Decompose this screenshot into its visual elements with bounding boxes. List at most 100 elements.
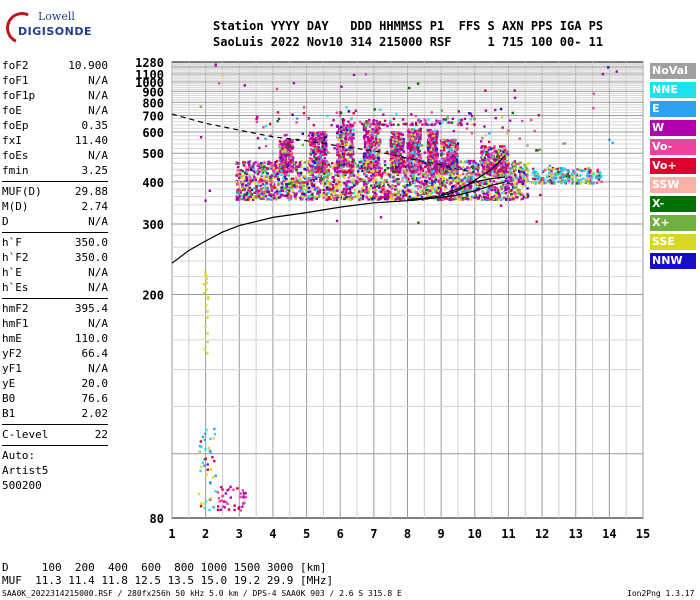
echo-point [376,167,380,170]
echo-point [340,150,344,153]
echo-point [397,157,401,160]
echo-point [347,169,351,173]
echo-point [419,136,422,139]
echo-point [377,158,381,162]
echo-point [241,185,244,188]
echo-point [331,162,334,165]
x-tick-label: 2 [202,527,209,541]
echo-point [289,157,293,160]
echo-point [315,136,318,140]
echo-point [372,165,376,169]
echo-point [280,173,283,176]
echo-point [434,179,438,183]
echo-point [412,131,415,135]
echo-point [356,195,360,198]
x-tick-label: 7 [370,527,377,541]
echo-point [513,166,516,170]
param-row: MUF(D) 29.88 [2,184,108,199]
echo-point [441,152,444,155]
echo-point [599,176,602,179]
echo-point [417,171,421,174]
echo-point [465,173,468,176]
echo-point [247,196,250,199]
echo-point [316,157,319,160]
echo-point [364,170,367,173]
echo-point [270,189,273,192]
echo-point [307,177,311,180]
echo-point [322,196,326,199]
echo-point [460,119,463,122]
echo-point [487,181,490,184]
echo-point [286,158,290,162]
echo-point [250,165,253,168]
echo-point [316,170,320,173]
echo-point [367,198,370,201]
echo-point [431,159,434,162]
echo-point [402,165,405,168]
echo-point [386,198,389,201]
echo-point [473,123,476,126]
echo-point [267,162,270,166]
echo-point [342,156,345,160]
echo-point [447,149,450,152]
echo-point [447,141,451,144]
param-value: N/A [88,362,108,375]
echo-point [407,196,410,199]
echo-point [406,129,410,133]
echo-point [485,148,489,151]
echo-point [376,139,380,142]
echo-point [500,173,504,176]
echo-point [393,142,396,145]
echo-point [500,115,504,118]
y-tick-label: 500 [142,147,164,161]
echo-point [513,192,517,196]
echo-point [349,174,353,177]
echo-point [277,182,280,186]
echo-point [345,185,348,188]
echo-point [349,156,352,159]
param-value: 10.900 [68,59,108,72]
echo-point [467,180,470,183]
echo-point [440,145,443,148]
echo-point [419,154,422,158]
echo-point [579,182,583,185]
echo-point [319,139,322,142]
echo-point [280,169,283,172]
echo-point [333,191,337,194]
echo-point [297,163,301,167]
echo-point [498,193,501,197]
echo-point [518,167,521,170]
echo-point [481,182,484,185]
echo-point [349,130,352,133]
echo-point [252,177,256,181]
echo-point [372,164,376,167]
echo-point [299,177,302,180]
echo-point [314,167,317,170]
echo-point [284,161,287,164]
echo-point [392,123,395,126]
echo-point [503,174,507,177]
echo-point [344,137,347,140]
echo-point [436,131,439,134]
echo-point [421,123,424,126]
echo-point [316,140,320,143]
echo-point [375,119,378,123]
echo-point [263,180,267,183]
echo-point [273,197,276,200]
echo-point [409,129,412,133]
param-value: 76.6 [81,392,109,405]
echo-point [432,162,436,166]
echo-point [403,169,406,172]
echo-point [359,193,363,196]
echo-point [442,181,446,184]
echo-point [400,157,403,161]
echo-point [352,179,355,182]
echo-point [345,124,349,127]
echo-point [335,170,339,174]
echo-point [367,191,371,194]
echo-point [270,181,273,184]
echo-point [497,190,500,193]
echo-point [362,180,366,183]
echo-point [447,140,450,143]
echo-point [513,179,516,182]
